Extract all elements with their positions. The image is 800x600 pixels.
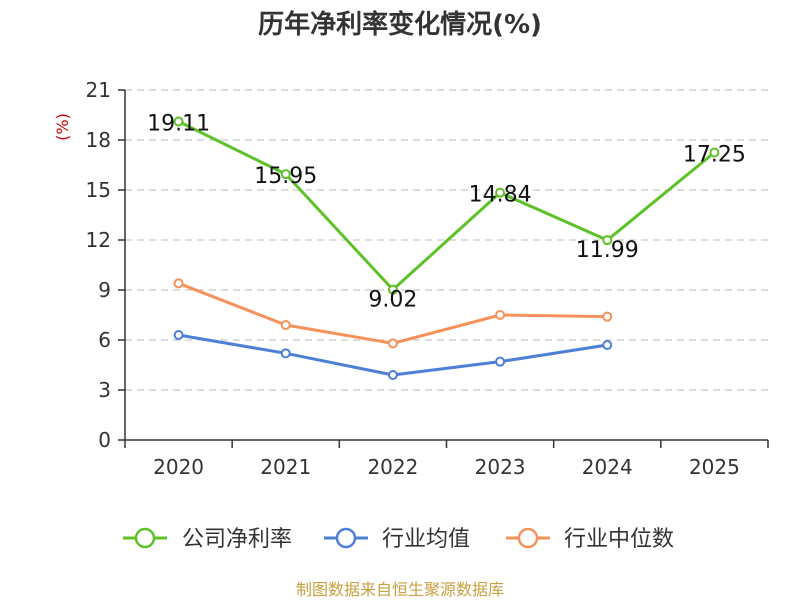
legend-item-1: 行业均值 [324, 527, 470, 552]
series-1-point-2020 [173, 330, 184, 340]
series-0-point-2023 [495, 187, 506, 198]
y-axis-unit-label: (%) [53, 113, 72, 141]
series-line-0 [177, 120, 716, 292]
x-tick-label-2025: 2025 [689, 455, 740, 479]
x-tick-label-2023: 2023 [475, 455, 526, 479]
x-tick-label-2021: 2021 [260, 455, 311, 479]
legend: 公司净利率 行业均值 行业中位数 [123, 527, 674, 552]
series-0-point-2022 [387, 284, 398, 295]
series-0-point-2021 [280, 169, 291, 180]
legend-label-0: 公司净利率 [182, 527, 292, 552]
series-2-point-2024 [602, 311, 613, 322]
x-tick-label-2020: 2020 [153, 455, 204, 479]
series-0-point-2024 [602, 235, 613, 246]
x-tick-label-2024: 2024 [582, 455, 633, 479]
y-tick-label-3: 9 [98, 278, 111, 302]
y-tick-label-5: 15 [86, 178, 111, 202]
series-2-point-2020 [173, 278, 184, 289]
x-axis-ticks: 2020 2021 2022 2023 2024 2025 [124, 440, 769, 479]
data-label-2024: 11.99 [576, 238, 639, 263]
series-1-point-2022 [387, 370, 398, 380]
legend-item-0: 公司净利率 [123, 527, 292, 552]
data-labels: 19.11 15.95 9.02 14.84 11.99 17.25 [147, 112, 746, 313]
data-label-2023: 14.84 [469, 183, 532, 208]
y-tick-label-4: 12 [86, 228, 111, 252]
data-label-2021: 15.95 [254, 164, 317, 189]
x-tick-label-2022: 2022 [367, 455, 418, 479]
series-0-point-2025 [709, 147, 720, 158]
legend-marker-2 [517, 527, 539, 549]
y-tick-label-0: 0 [98, 428, 111, 452]
y-tick-label-7: 21 [86, 78, 111, 102]
chart-title: 历年净利率变化情况(%) [258, 9, 542, 40]
legend-label-1: 行业均值 [382, 527, 470, 552]
legend-item-2: 行业中位数 [506, 527, 674, 552]
y-tick-label-1: 3 [98, 378, 111, 402]
series-1-point-2021 [280, 348, 291, 359]
y-axis-ticks: 0 3 6 9 12 15 18 21 [86, 78, 125, 452]
y-tick-label-6: 18 [86, 128, 111, 152]
legend-marker-0 [134, 527, 156, 549]
series-2-point-2021 [280, 320, 291, 330]
legend-marker-1 [335, 527, 357, 549]
data-label-2025: 17.25 [683, 143, 746, 168]
series-0-point-2020 [173, 116, 184, 127]
legend-label-2: 行业中位数 [564, 527, 674, 552]
series-2-point-2023 [495, 310, 506, 320]
data-label-2020: 19.11 [147, 112, 210, 137]
data-label-2022: 9.02 [368, 288, 417, 313]
series-1-point-2024 [602, 340, 613, 350]
y-tick-label-2: 6 [98, 328, 111, 352]
source-note: 制图数据来自恒生聚源数据库 [296, 580, 504, 599]
series-2-point-2022 [387, 338, 398, 349]
series-1-point-2023 [495, 356, 506, 367]
series-lines [173, 116, 720, 380]
